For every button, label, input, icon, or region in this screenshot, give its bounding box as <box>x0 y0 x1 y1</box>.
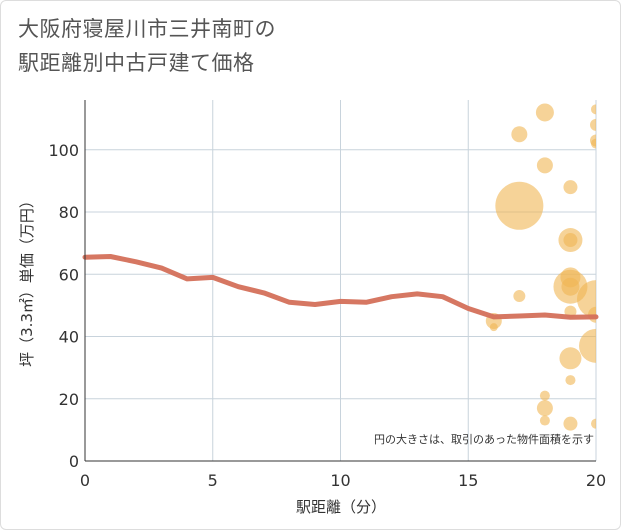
bubble-point <box>559 347 582 370</box>
x-tick-label: 20 <box>586 471 606 490</box>
bubble-point <box>539 415 550 426</box>
y-tick-label: 80 <box>59 203 79 222</box>
bubble-point <box>489 323 498 332</box>
bubble-point <box>513 290 526 303</box>
chart-title-line-2: 駅距離別中古戸建て価格 <box>18 51 255 75</box>
grid-lines <box>84 100 597 462</box>
x-tick-label: 10 <box>330 471 350 490</box>
bubble-point <box>539 390 550 401</box>
x-tick-label: 0 <box>80 471 90 490</box>
bubble-point <box>590 118 596 131</box>
tick-labels: 0 5 10 15 20 0 20 40 60 80 100 <box>48 141 606 490</box>
average-line-series <box>82 254 599 320</box>
bubble-point <box>591 138 596 149</box>
chart-title: 大阪府寝屋川市三井南町の 駅距離別中古戸建て価格 <box>18 12 276 80</box>
chart-title-line-1: 大阪府寝屋川市三井南町の <box>18 17 276 41</box>
x-axis-label: 駅距離（分） <box>296 498 386 516</box>
bubble-series <box>485 103 596 431</box>
bubble-point <box>561 277 580 296</box>
bubble-point <box>511 126 528 143</box>
y-axis-label: 坪（3.3㎡）単価（万円） <box>18 193 36 367</box>
bubble-point <box>565 375 576 386</box>
x-tick-label: 5 <box>208 471 218 490</box>
bubble-point <box>563 416 578 431</box>
bubble-point <box>536 400 553 417</box>
bubble-point <box>591 418 596 429</box>
x-tick-label: 15 <box>458 471 478 490</box>
y-tick-label: 100 <box>48 141 79 160</box>
bubble-point <box>591 104 596 115</box>
bubble-point <box>579 328 596 363</box>
bubble-size-note: 円の大きさは、取引のあった物件面積を示す <box>374 432 594 446</box>
y-tick-label: 40 <box>59 328 79 347</box>
axes <box>84 100 596 462</box>
bubble-point <box>535 103 554 122</box>
average-price-line <box>82 254 599 320</box>
y-tick-label: 0 <box>69 452 79 471</box>
bubble-point <box>536 157 553 174</box>
bubble-point <box>495 181 544 230</box>
y-tick-label: 20 <box>59 390 79 409</box>
bubble-point <box>563 233 578 248</box>
bubble-point <box>563 180 578 195</box>
y-tick-label: 60 <box>59 265 79 284</box>
